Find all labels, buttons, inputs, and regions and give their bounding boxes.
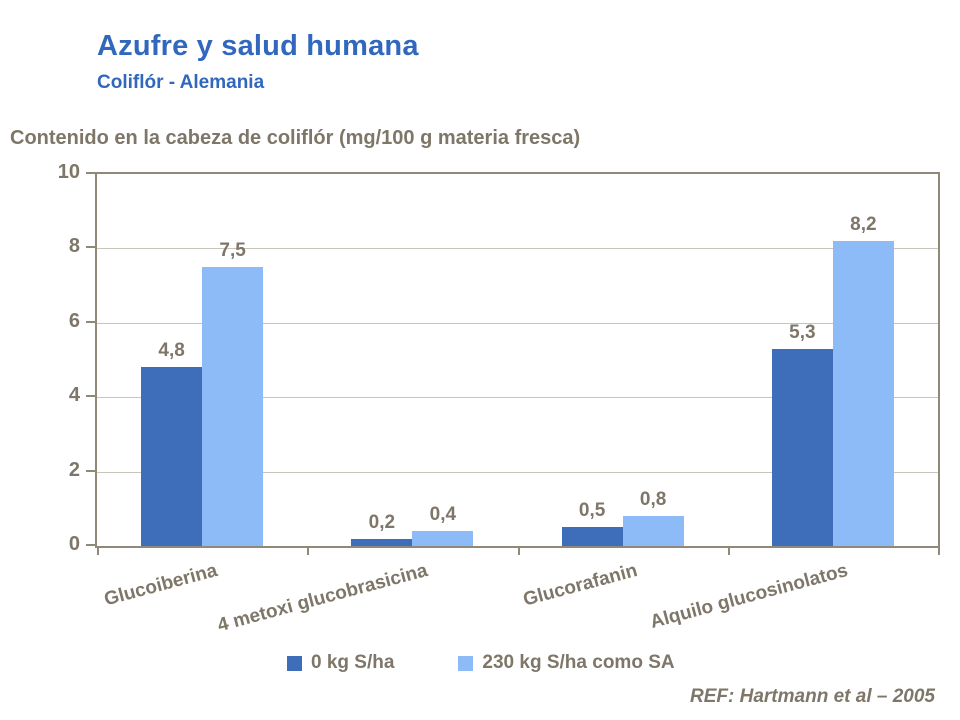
gridline	[97, 322, 938, 324]
y-axis-tick-label: 4	[68, 384, 80, 407]
chart-title: Contenido en la cabeza de coliflór (mg/1…	[10, 127, 581, 149]
x-axis-tick	[97, 548, 99, 555]
bar-value-label: 4,8	[158, 340, 185, 362]
x-axis-category-label: 4 metoxi glucobrasicina	[215, 560, 430, 637]
y-axis-tick	[86, 320, 95, 323]
x-axis-tick	[727, 548, 730, 555]
legend: 0 kg S/ha 230 kg S/ha como SA	[287, 652, 675, 674]
y-axis-tick	[86, 469, 95, 472]
y-axis-tick-label: 6	[68, 309, 80, 332]
legend-swatch-icon	[287, 655, 302, 671]
bar	[351, 538, 413, 546]
slide-title: Azufre y salud humana	[97, 30, 419, 62]
bar	[202, 267, 264, 546]
reference-text: REF: Hartmann et al – 2005	[690, 686, 935, 707]
y-axis-tick-label: 8	[68, 235, 80, 258]
x-axis-category-label: Alquilo glucosinolatos	[648, 560, 851, 634]
y-axis-tick-label: 10	[57, 161, 80, 183]
y-axis-tick	[86, 544, 95, 546]
legend-label: 230 kg S/ha como SA	[482, 652, 675, 673]
bar-value-label: 7,5	[219, 240, 246, 261]
y-axis-tick-label: 2	[68, 458, 80, 481]
legend-swatch-icon	[458, 655, 474, 671]
bar	[412, 531, 474, 546]
legend-item: 230 kg S/ha como SA	[458, 652, 675, 674]
slide-subtitle: Coliflór - Alemania	[97, 72, 265, 93]
bar-value-label: 0,5	[578, 500, 606, 522]
x-axis-tick	[938, 548, 940, 555]
bar	[561, 527, 623, 546]
gridline	[97, 471, 938, 473]
x-axis-category-label: Glucoiberina	[101, 560, 220, 611]
bar	[141, 367, 203, 546]
bar	[622, 516, 684, 546]
bar-value-label: 0,4	[429, 504, 457, 526]
x-axis-tick	[307, 548, 310, 555]
y-axis-tick	[86, 246, 95, 249]
bar-value-label: 8,2	[850, 213, 877, 235]
plot-area: 4,8 7,5 0,2 0,4 0,5 0,8 5,3 8,2	[95, 172, 940, 548]
gridline	[97, 397, 938, 399]
legend-item: 0 kg S/ha	[287, 652, 394, 674]
bar	[771, 348, 833, 546]
bar-value-label: 5,3	[789, 321, 816, 343]
bar-value-label: 0,2	[368, 511, 396, 533]
legend-label: 0 kg S/ha	[311, 652, 395, 673]
y-axis-tick-label: 0	[68, 533, 80, 555]
gridline	[97, 248, 938, 250]
y-axis-tick	[86, 172, 95, 174]
y-axis-tick	[86, 395, 95, 398]
x-axis-tick	[517, 548, 520, 555]
x-axis-category-label: Glucorafanin	[521, 560, 641, 611]
bar-value-label: 0,8	[639, 489, 667, 511]
bar	[832, 240, 894, 546]
